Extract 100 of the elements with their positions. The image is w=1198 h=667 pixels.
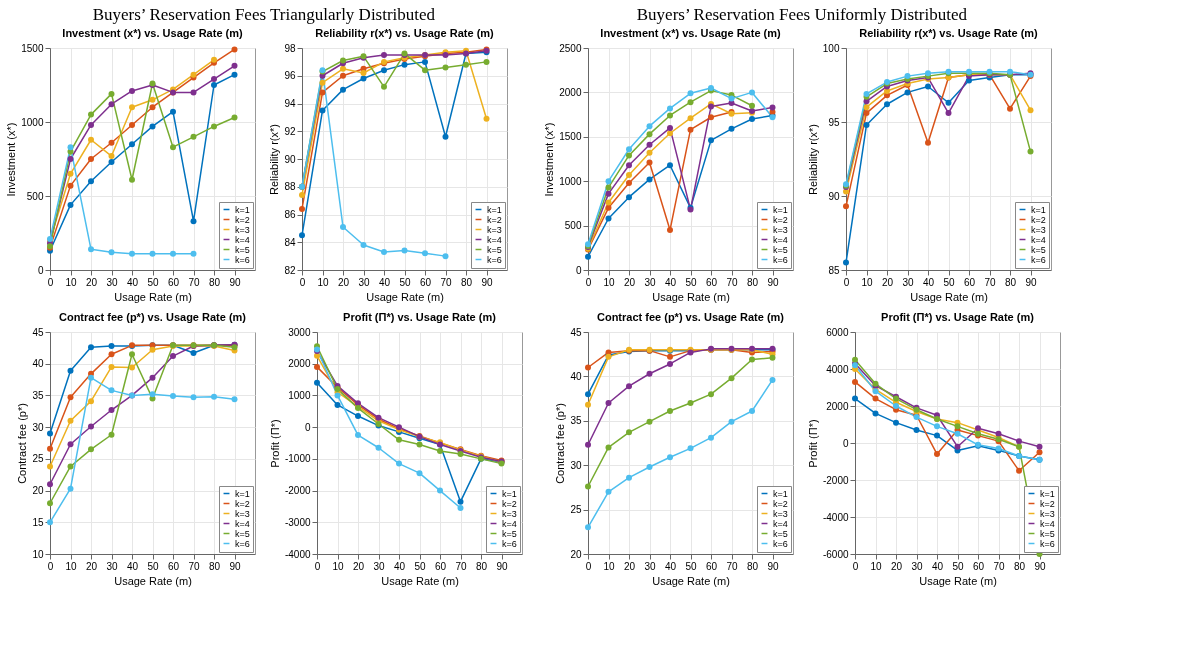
- x-tick-label: 70: [993, 560, 1005, 572]
- y-tick-label: 94: [284, 98, 296, 109]
- x-tick-label: 90: [1034, 560, 1046, 572]
- y-axis-title: Reliability r(x*): [268, 124, 281, 195]
- y-tick-label: 3000: [288, 326, 311, 338]
- y-tick-label: 2000: [826, 400, 849, 412]
- legend-label: k=1: [502, 488, 517, 499]
- y-tick-label: 96: [284, 70, 296, 82]
- x-tick-label: 10: [332, 560, 344, 572]
- x-tick-label: 20: [352, 560, 365, 572]
- y-tick-label: -1000: [284, 453, 311, 465]
- y-tick-label: 2500: [559, 42, 582, 54]
- x-tick-label: 10: [65, 560, 77, 572]
- x-tick-label: 10: [603, 276, 615, 288]
- legend-label: k=4: [1031, 234, 1046, 245]
- x-tick-label: 50: [943, 276, 955, 288]
- x-tick-label: 20: [890, 560, 903, 572]
- y-tick-label: 40: [570, 370, 582, 382]
- x-tick-label: 50: [685, 560, 697, 572]
- legend-label: k=5: [502, 528, 517, 539]
- legend-label: k=4: [502, 518, 517, 529]
- x-tick-label: 90: [229, 560, 241, 572]
- y-tick-label: -2000: [822, 474, 849, 486]
- legend-label: k=3: [773, 224, 788, 235]
- x-tick-label: 30: [358, 276, 370, 288]
- x-tick-label: 20: [85, 560, 98, 572]
- legend-label: k=2: [502, 498, 517, 509]
- y-tick-label: 0: [304, 421, 311, 433]
- y-tick-label: 95: [828, 116, 840, 128]
- y-tick-label: 20: [32, 485, 44, 497]
- y-tick-label: 30: [32, 421, 44, 433]
- x-tick-label: 10: [65, 276, 77, 288]
- legend-label: k=4: [773, 234, 788, 245]
- y-tick-label: -4000: [284, 548, 311, 560]
- legend-label: k=3: [773, 508, 788, 519]
- text: Buyers’ Reservation Fees Uniformly Distributed: [636, 4, 968, 24]
- y-tick-label: 1000: [288, 389, 311, 401]
- legend-label: k=1: [1031, 204, 1046, 215]
- chart-title: Profit (Π*) vs. Usage Rate (m): [343, 311, 497, 323]
- y-axis-title: Investment (x*): [543, 122, 556, 197]
- x-tick-label: 50: [414, 560, 426, 572]
- y-tick-label: 25: [570, 504, 582, 516]
- x-tick-label: 80: [746, 560, 759, 572]
- y-tick-label: 90: [828, 190, 840, 202]
- x-tick-label: 30: [106, 276, 118, 288]
- legend-label: k=3: [487, 224, 502, 235]
- y-axis-title: Profit (Π*): [806, 419, 819, 468]
- chart-title: Investment (x*) vs. Usage Rate (m): [600, 27, 781, 39]
- legend-label: k=1: [773, 488, 788, 499]
- x-axis-title: Usage Rate (m): [919, 574, 997, 587]
- y-axis-title: Reliability r(x*): [806, 124, 819, 195]
- legend-label: k=4: [1040, 518, 1055, 529]
- legend-label: k=5: [487, 244, 502, 255]
- legend-label: k=6: [773, 254, 788, 265]
- x-tick-label: 30: [644, 560, 656, 572]
- legend-label: k=6: [235, 538, 250, 549]
- y-tick-label: 92: [284, 125, 296, 137]
- x-tick-label: 90: [767, 276, 779, 288]
- x-tick-label: 0: [585, 276, 592, 288]
- x-tick-label: 40: [664, 276, 677, 288]
- y-tick-label: 88: [284, 181, 296, 193]
- x-tick-label: 50: [399, 276, 411, 288]
- x-tick-label: 10: [870, 560, 882, 572]
- y-tick-label: 35: [32, 389, 44, 401]
- x-tick-label: 80: [746, 276, 759, 288]
- x-tick-label: 70: [455, 560, 467, 572]
- y-tick-label: 15: [32, 516, 44, 528]
- x-tick-label: 70: [188, 560, 200, 572]
- y-tick-label: 82: [284, 264, 296, 276]
- x-tick-label: 30: [644, 276, 656, 288]
- legend-label: k=2: [773, 214, 788, 225]
- y-axis-title: Contract fee (p*): [16, 403, 29, 484]
- y-tick-label: 84: [284, 236, 296, 248]
- legend-label: k=5: [773, 244, 788, 255]
- legend-label: k=6: [487, 254, 502, 265]
- x-tick-label: 50: [147, 560, 159, 572]
- x-tick-label: 40: [378, 276, 391, 288]
- x-tick-label: 90: [767, 560, 779, 572]
- y-tick-label: 98: [284, 42, 296, 54]
- x-axis-title: Usage Rate (m): [381, 574, 459, 587]
- x-tick-label: 70: [726, 276, 738, 288]
- x-tick-label: 20: [881, 276, 894, 288]
- x-tick-label: 0: [852, 560, 859, 572]
- x-tick-label: 60: [167, 560, 180, 572]
- y-tick-label: 2000: [288, 358, 311, 370]
- y-tick-label: 35: [570, 415, 582, 427]
- legend-label: k=2: [1031, 214, 1046, 225]
- text: Buyers’ Reservation Fees Triangularly Distributed: [92, 4, 436, 24]
- legend-label: k=3: [502, 508, 517, 519]
- y-tick-label: 500: [564, 220, 582, 232]
- legend-label: k=3: [1040, 508, 1055, 519]
- chart-title: Investment (x*) vs. Usage Rate (m): [62, 27, 243, 39]
- legend-label: k=6: [1040, 538, 1055, 549]
- x-tick-label: 0: [314, 560, 321, 572]
- x-tick-label: 10: [317, 276, 329, 288]
- legend-label: k=2: [773, 498, 788, 509]
- y-tick-label: 0: [37, 264, 44, 276]
- x-tick-label: 80: [460, 276, 473, 288]
- y-tick-label: 40: [32, 358, 44, 370]
- legend-label: k=4: [487, 234, 502, 245]
